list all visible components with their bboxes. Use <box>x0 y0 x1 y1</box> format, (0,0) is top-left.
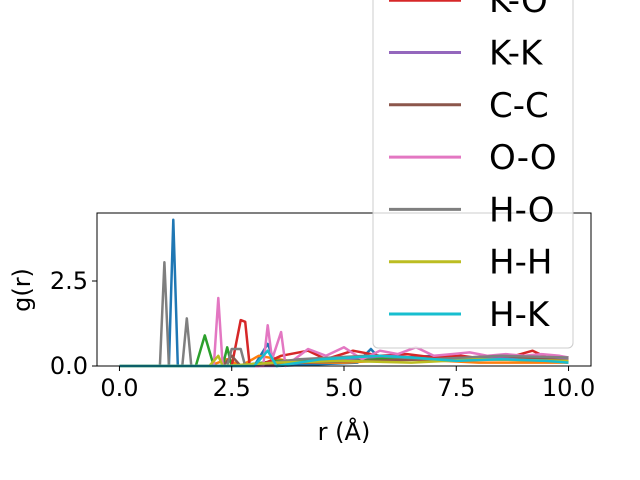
x-tick-label: 5.0 <box>325 374 363 402</box>
axis-ticks: 0.0 2.5 5.0 7.5 10.0 0.0 2.5 <box>50 267 595 402</box>
legend-label-o-o: O-O <box>489 138 557 178</box>
y-tick-label: 2.5 <box>50 267 88 295</box>
legend-label-h-h: H-H <box>489 243 552 283</box>
plot-lines <box>119 218 569 368</box>
legend-label-k-k: K-K <box>489 34 544 74</box>
x-axis-label: r (Å) <box>318 417 371 446</box>
legend-label-c-c: C-C <box>489 86 549 126</box>
legend-label-h-o: H-O <box>489 190 555 230</box>
legend-label-k-o: K-O <box>489 0 548 21</box>
legend: C-OH-CK-CK-OK-KC-CO-OH-OH-HH-K <box>372 0 574 349</box>
y-tick-label: 0.0 <box>50 352 88 380</box>
y-axis-label: g(r) <box>8 268 36 312</box>
x-tick-label: 0.0 <box>100 374 138 402</box>
series-line-h-k <box>119 349 569 368</box>
x-tick-label: 2.5 <box>213 374 251 402</box>
x-tick-label: 7.5 <box>437 374 475 402</box>
legend-label-h-k: H-K <box>489 295 551 335</box>
series-line-o-o <box>119 296 569 368</box>
x-tick-label: 10.0 <box>542 374 595 402</box>
